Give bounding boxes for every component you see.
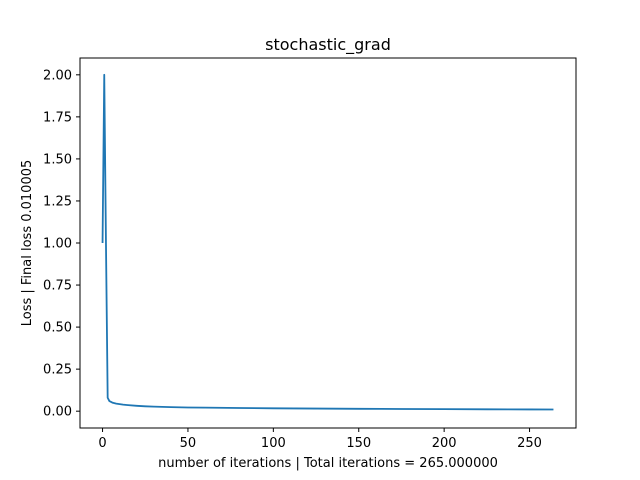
y-tick-label: 1.00: [43, 237, 72, 252]
chart-title: stochastic_grad: [265, 35, 391, 55]
y-tick-label: 0.50: [43, 321, 72, 336]
x-tick-label: 250: [517, 436, 542, 451]
x-tick-label: 150: [346, 436, 371, 451]
x-axis-label: number of iterations | Total iterations …: [158, 456, 498, 471]
y-tick-label: 0.75: [43, 279, 72, 294]
x-tick-label: 200: [432, 436, 457, 451]
y-axis-label: Loss | Final loss 0.010005: [20, 160, 35, 327]
y-tick-label: 1.75: [43, 110, 72, 125]
loss-series-line: [101, 73, 554, 411]
series-layer: [101, 73, 554, 411]
plot-background: [80, 58, 576, 428]
y-tick-label: 2.00: [43, 68, 72, 83]
y-axis-ticks: 0.00 0.25 0.50 0.75 1.00 1.25 1.50 1.75 2.00: [43, 68, 80, 420]
y-tick-label: 0.25: [43, 363, 72, 378]
x-tick-label: 0: [98, 436, 106, 451]
x-tick-label: 50: [180, 436, 197, 451]
x-axis-ticks: 0 50 100 150 200 250: [98, 428, 542, 451]
y-tick-label: 1.50: [43, 152, 72, 167]
y-tick-label: 0.00: [43, 405, 72, 420]
x-tick-label: 100: [261, 436, 286, 451]
plot-area: [79, 57, 577, 429]
y-tick-label: 1.25: [43, 194, 72, 209]
